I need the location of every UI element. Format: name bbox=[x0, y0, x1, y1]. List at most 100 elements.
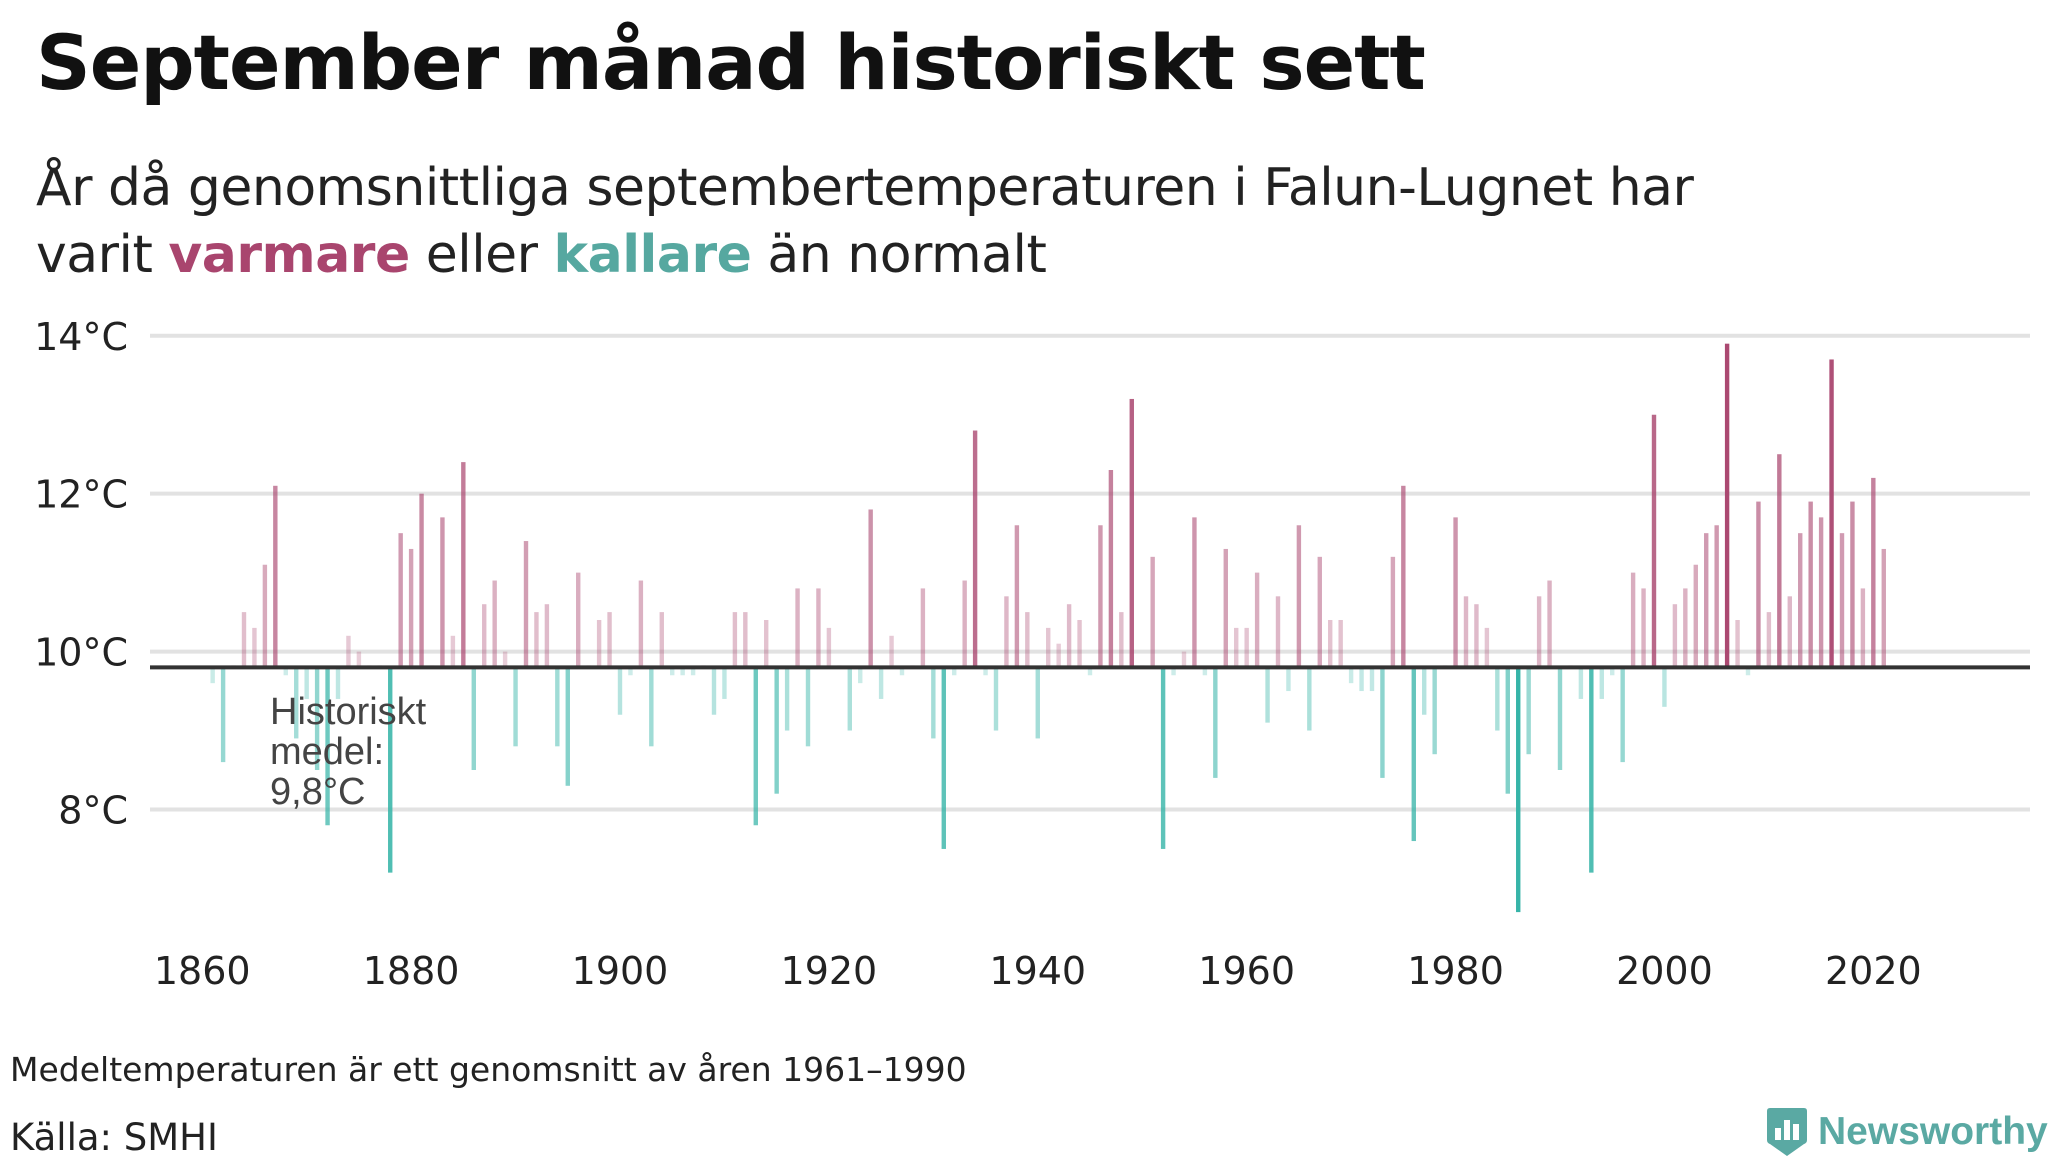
bar bbox=[262, 564, 268, 668]
bar bbox=[1234, 627, 1239, 668]
bar bbox=[1213, 667, 1218, 778]
bar bbox=[1505, 667, 1510, 794]
x-tick-label: 1880 bbox=[363, 949, 460, 993]
bar bbox=[1338, 620, 1343, 668]
bar bbox=[899, 667, 905, 676]
bar bbox=[1526, 667, 1531, 755]
y-tick-label: 14°C bbox=[34, 315, 128, 359]
gridlines bbox=[150, 333, 2030, 812]
bar bbox=[1025, 612, 1030, 668]
bar bbox=[1432, 667, 1437, 755]
bar bbox=[889, 635, 894, 668]
bar bbox=[1777, 454, 1782, 668]
bar-chart-shield-icon bbox=[1767, 1108, 1807, 1156]
bar bbox=[1202, 667, 1208, 676]
bar bbox=[461, 462, 466, 668]
bar bbox=[1547, 580, 1552, 668]
bar bbox=[1662, 667, 1667, 707]
bar bbox=[356, 651, 362, 668]
subtitle-line-2: varit varmare eller kallare än normalt bbox=[36, 222, 1936, 289]
bar bbox=[795, 588, 800, 668]
bar bbox=[294, 667, 299, 739]
baseline-label: Historiskt medel: 9,8°C bbox=[270, 691, 427, 813]
bar bbox=[1129, 398, 1134, 668]
bar bbox=[419, 493, 424, 668]
bars bbox=[210, 343, 1886, 913]
bar bbox=[1046, 627, 1051, 668]
bar bbox=[1453, 517, 1458, 668]
y-tick-label: 10°C bbox=[34, 631, 128, 675]
bar bbox=[649, 667, 654, 747]
bar bbox=[1860, 588, 1866, 668]
bar bbox=[513, 667, 518, 747]
bar bbox=[1808, 501, 1813, 668]
bar bbox=[1035, 667, 1040, 739]
bar bbox=[764, 620, 769, 668]
bar bbox=[1798, 533, 1803, 668]
bar bbox=[408, 548, 414, 668]
bar bbox=[1275, 596, 1281, 668]
bar bbox=[1390, 556, 1396, 668]
bar bbox=[1380, 667, 1385, 778]
bar bbox=[335, 667, 341, 699]
bar bbox=[544, 604, 550, 668]
bar bbox=[1160, 667, 1166, 849]
bar bbox=[1495, 667, 1500, 731]
bar bbox=[1620, 667, 1625, 763]
bar bbox=[920, 588, 926, 668]
bar bbox=[1589, 667, 1594, 873]
bar bbox=[868, 509, 873, 668]
bar bbox=[1192, 517, 1197, 668]
bar bbox=[1881, 548, 1886, 668]
bar bbox=[1735, 620, 1740, 668]
bar bbox=[1474, 604, 1479, 668]
bar bbox=[1557, 667, 1563, 770]
bar bbox=[440, 517, 445, 668]
bar bbox=[210, 667, 215, 684]
bar bbox=[398, 533, 403, 668]
bar bbox=[680, 667, 685, 676]
bar bbox=[1651, 414, 1657, 668]
bar bbox=[1422, 667, 1427, 715]
x-tick-label: 2000 bbox=[1616, 949, 1713, 993]
bar bbox=[690, 667, 696, 676]
bar bbox=[1286, 667, 1291, 692]
subtitle-post: än normalt bbox=[751, 225, 1047, 285]
bar bbox=[1119, 612, 1124, 668]
bar bbox=[1171, 667, 1176, 676]
x-tick-label: 1860 bbox=[154, 949, 251, 993]
y-axis-tick-labels: 8°C 10°C 12°C 14°C bbox=[34, 315, 128, 833]
bar bbox=[1484, 627, 1490, 668]
subtitle-pre: varit bbox=[36, 225, 169, 285]
bar bbox=[1359, 667, 1364, 692]
bar bbox=[273, 485, 278, 668]
bar bbox=[492, 580, 497, 668]
bar bbox=[304, 667, 309, 699]
bar bbox=[1745, 667, 1751, 676]
chart-title: September månad historiskt sett bbox=[36, 18, 1426, 107]
bar bbox=[502, 651, 508, 668]
bar bbox=[722, 667, 727, 699]
y-tick-label: 12°C bbox=[34, 473, 128, 517]
bar bbox=[1683, 588, 1688, 668]
bar bbox=[983, 667, 988, 676]
x-tick-label: 2020 bbox=[1825, 949, 1922, 993]
bar bbox=[1307, 667, 1312, 731]
bar bbox=[1641, 588, 1646, 668]
bar bbox=[1108, 470, 1114, 668]
bar bbox=[241, 612, 247, 668]
bar bbox=[753, 667, 758, 826]
bar bbox=[816, 588, 821, 668]
bar bbox=[1693, 564, 1698, 668]
bar bbox=[1244, 627, 1249, 668]
bar bbox=[523, 541, 529, 668]
x-tick-label: 1920 bbox=[781, 949, 878, 993]
bar bbox=[596, 620, 602, 668]
bar bbox=[638, 580, 644, 668]
baseline-label-line: medel: bbox=[270, 731, 384, 773]
bar bbox=[1004, 596, 1009, 668]
bar bbox=[1098, 525, 1103, 668]
bar bbox=[1839, 533, 1845, 668]
bar bbox=[659, 612, 664, 668]
bar bbox=[1317, 556, 1322, 668]
